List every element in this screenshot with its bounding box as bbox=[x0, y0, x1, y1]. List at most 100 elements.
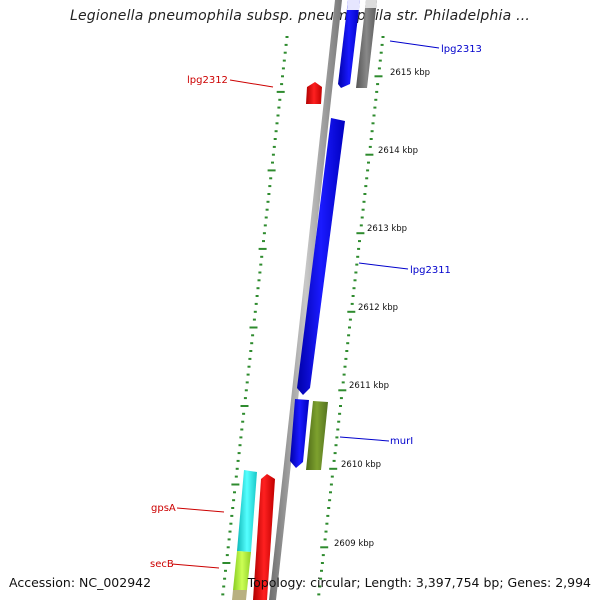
leader-lpg2312 bbox=[229, 79, 274, 88]
position-tick bbox=[343, 365, 347, 368]
position-tick bbox=[360, 216, 364, 219]
gene-murI[interactable] bbox=[306, 401, 328, 470]
position-tick bbox=[267, 169, 276, 172]
position-tick bbox=[369, 138, 373, 140]
position-tick bbox=[263, 224, 267, 227]
position-tick bbox=[363, 193, 367, 195]
gene-label-gpsA[interactable]: gpsA bbox=[151, 503, 176, 514]
position-tick bbox=[242, 412, 246, 415]
position-tick bbox=[229, 522, 233, 525]
leader-murI bbox=[339, 436, 390, 442]
gene-blue-small[interactable] bbox=[290, 399, 309, 468]
position-tick bbox=[259, 263, 263, 266]
position-tick bbox=[236, 459, 240, 462]
position-tick bbox=[338, 389, 347, 392]
position-tick bbox=[348, 318, 352, 321]
kbp-label-2613: 2613 kbp bbox=[367, 224, 407, 234]
position-tick bbox=[277, 106, 281, 109]
map-title: Legionella pneumophila subsp. pneumophil… bbox=[69, 8, 531, 24]
kbp-label-2615: 2615 kbp bbox=[390, 68, 430, 78]
position-tick bbox=[257, 279, 261, 282]
gene-label-lpg2312[interactable]: lpg2312 bbox=[187, 75, 228, 86]
gene-lpg2311[interactable] bbox=[297, 118, 345, 395]
position-tick bbox=[359, 224, 363, 227]
gene-label-murI[interactable]: murI bbox=[390, 436, 413, 447]
position-tick bbox=[282, 59, 286, 62]
leader-lpg2313 bbox=[389, 40, 440, 49]
position-tick bbox=[240, 428, 244, 431]
position-tick bbox=[365, 153, 374, 156]
position-tick bbox=[362, 200, 366, 203]
position-tick bbox=[233, 491, 236, 494]
gene-gpsA[interactable] bbox=[237, 470, 257, 552]
position-tick bbox=[281, 75, 284, 78]
position-tick bbox=[247, 365, 251, 368]
position-tick bbox=[374, 98, 378, 101]
position-tick bbox=[317, 593, 321, 596]
genome-backbone bbox=[269, 0, 342, 600]
position-tick bbox=[347, 334, 351, 337]
position-tick bbox=[280, 83, 284, 86]
position-tick bbox=[344, 357, 348, 360]
position-tick bbox=[321, 554, 325, 557]
gene-label-lpg2313[interactable]: lpg2313 bbox=[441, 44, 482, 55]
position-tick bbox=[329, 483, 333, 486]
position-tick bbox=[273, 138, 277, 140]
position-tick bbox=[353, 279, 357, 282]
gene-grey-highlight bbox=[365, 0, 377, 8]
label-leaders bbox=[171, 40, 440, 569]
position-tick bbox=[222, 562, 231, 564]
leader-lpg2311 bbox=[358, 262, 409, 270]
gene-label-lpg2311[interactable]: lpg2311 bbox=[410, 265, 451, 276]
position-tick bbox=[271, 153, 275, 156]
position-tick bbox=[320, 569, 323, 572]
position-tick bbox=[381, 36, 385, 38]
position-tick bbox=[223, 577, 227, 580]
position-tick bbox=[350, 302, 354, 305]
position-tick bbox=[351, 295, 355, 297]
position-tick bbox=[258, 247, 267, 250]
position-tick bbox=[320, 546, 329, 549]
position-tick bbox=[320, 562, 324, 564]
position-tick bbox=[268, 185, 272, 188]
position-tick bbox=[241, 420, 245, 423]
position-tick bbox=[250, 342, 254, 345]
position-tick bbox=[366, 169, 370, 172]
position-tick bbox=[371, 122, 375, 125]
gene-lpg2313-grey[interactable] bbox=[356, 0, 377, 88]
position-tick bbox=[329, 467, 338, 470]
gene-lpg2312[interactable] bbox=[306, 82, 322, 104]
gene-label-secB[interactable]: secB bbox=[150, 559, 174, 570]
position-tick bbox=[325, 522, 329, 525]
position-tick bbox=[275, 122, 279, 125]
gene-tan[interactable] bbox=[232, 590, 247, 600]
position-tick bbox=[231, 507, 235, 509]
position-tick bbox=[338, 412, 342, 415]
position-tick bbox=[356, 232, 365, 235]
gene-secB[interactable] bbox=[233, 551, 251, 590]
gene-lpg2313-blue[interactable] bbox=[338, 0, 360, 88]
position-tick bbox=[253, 310, 257, 313]
position-tick bbox=[267, 193, 271, 195]
position-tick bbox=[332, 459, 336, 462]
position-tick bbox=[375, 90, 379, 93]
position-tick bbox=[319, 577, 323, 580]
position-tick bbox=[355, 263, 359, 266]
position-tick bbox=[341, 381, 345, 384]
position-tick bbox=[379, 51, 383, 54]
position-tick bbox=[284, 43, 288, 46]
position-tick bbox=[377, 67, 381, 70]
position-tick bbox=[244, 389, 248, 392]
position-tick bbox=[361, 208, 365, 211]
position-tick bbox=[283, 51, 287, 54]
position-tick bbox=[336, 428, 340, 431]
position-tick bbox=[232, 499, 236, 502]
position-tick bbox=[246, 373, 250, 376]
position-tick bbox=[256, 287, 260, 290]
position-tick bbox=[269, 177, 273, 180]
gene-red-long[interactable] bbox=[253, 474, 275, 600]
tick-ring-inner bbox=[221, 36, 289, 596]
position-tick bbox=[347, 310, 356, 313]
kbp-label-2610: 2610 kbp bbox=[341, 460, 381, 470]
